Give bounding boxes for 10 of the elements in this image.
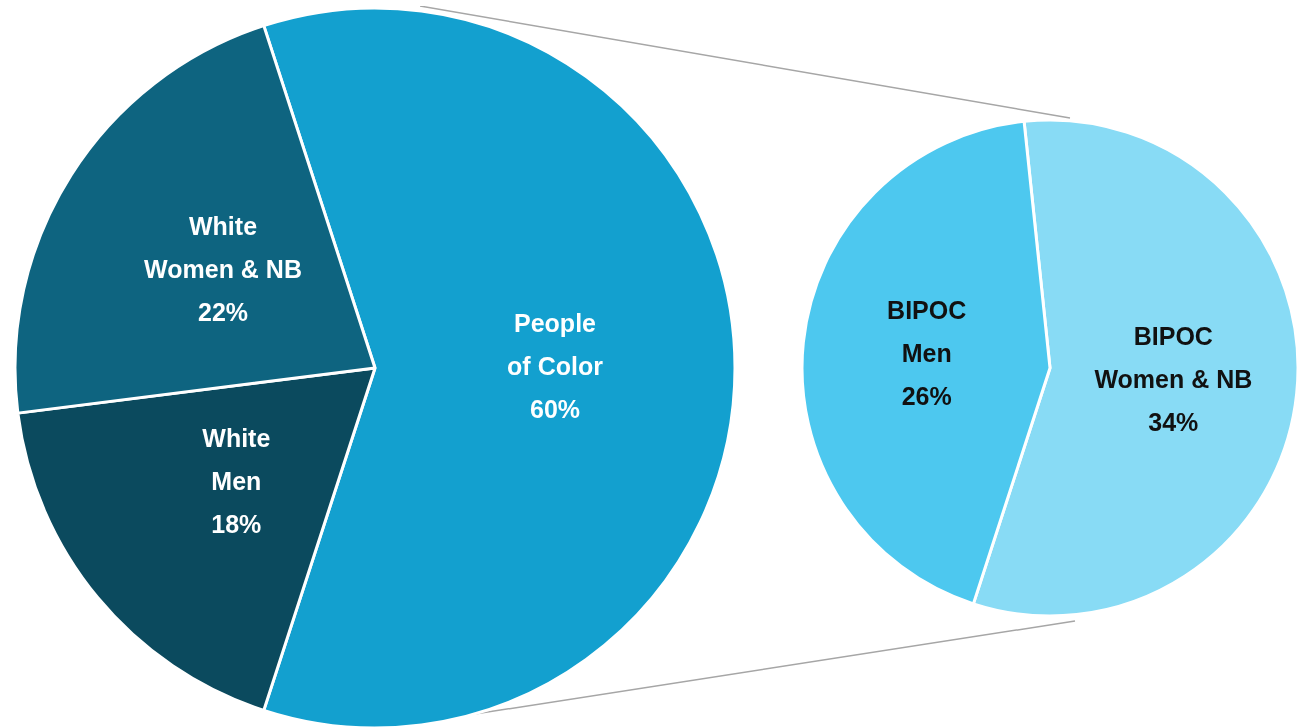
slice-label: BIPOC Men <box>887 295 967 367</box>
data-label: 22% <box>198 298 249 327</box>
data-label: 60% <box>529 394 581 423</box>
data-label: 34% <box>1148 407 1199 436</box>
slice-label: White Men <box>202 423 271 495</box>
data-label: 18% <box>211 509 262 538</box>
slice-label: BIPOC Women & NB <box>1094 321 1253 393</box>
slice-label: White Women & NB <box>144 212 302 284</box>
data-label: 26% <box>901 381 952 410</box>
slice-label: People of Color <box>507 308 604 380</box>
